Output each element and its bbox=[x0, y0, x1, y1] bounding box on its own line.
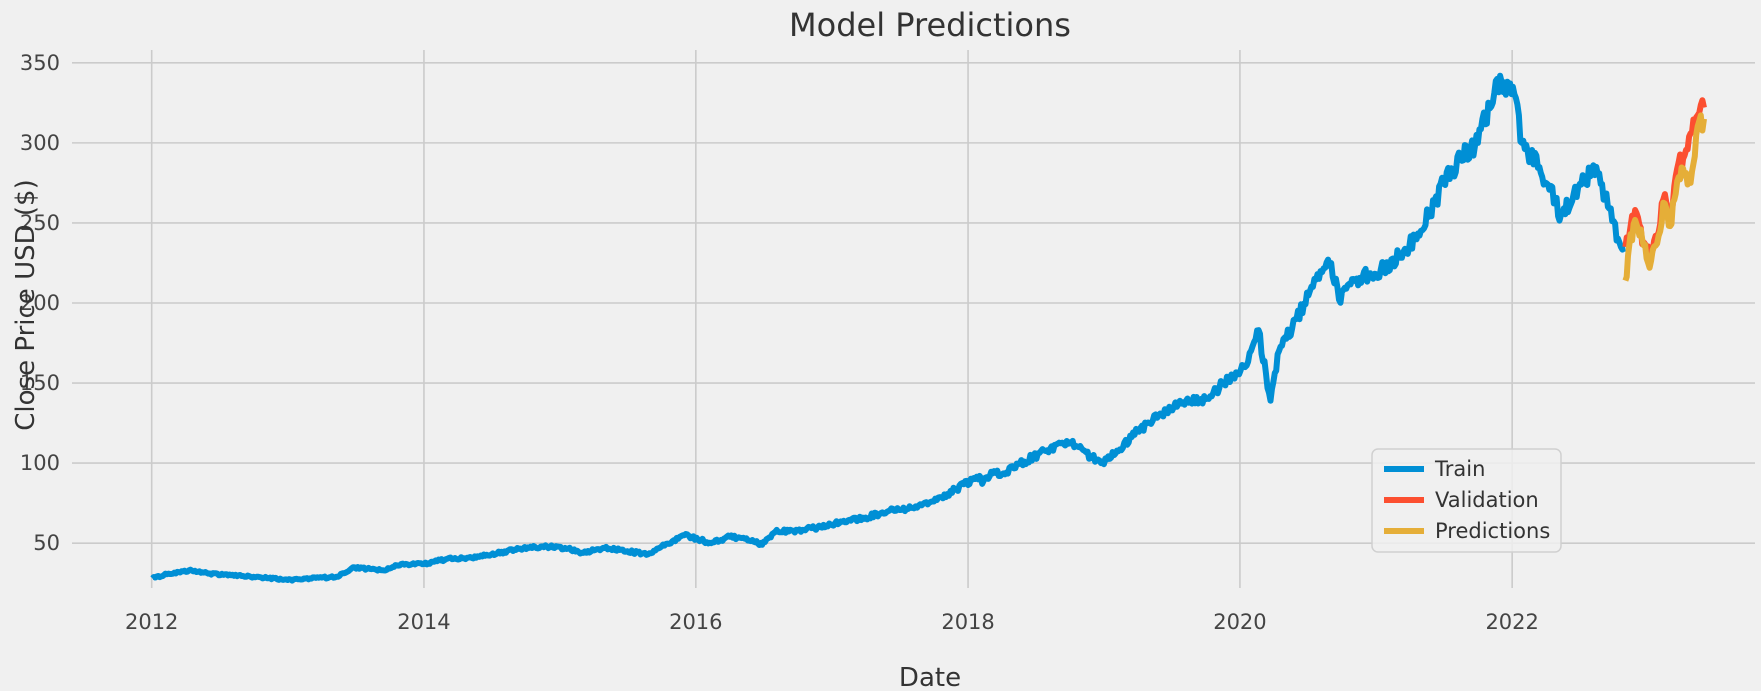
chart-title: Model Predictions bbox=[789, 6, 1071, 44]
legend-label: Predictions bbox=[1435, 519, 1550, 543]
y-tick-label: 100 bbox=[20, 451, 60, 475]
x-tick-label: 2016 bbox=[669, 610, 722, 634]
y-tick-label: 300 bbox=[20, 131, 60, 155]
series-line-train bbox=[150, 72, 1627, 584]
y-tick-label: 50 bbox=[33, 531, 60, 555]
y-tick-label: 200 bbox=[20, 291, 60, 315]
x-tick-label: 2014 bbox=[397, 610, 450, 634]
legend-label: Train bbox=[1434, 457, 1485, 481]
x-tick-label: 2018 bbox=[941, 610, 994, 634]
legend: Train Validation Predictions bbox=[1371, 448, 1562, 553]
grid bbox=[72, 50, 1755, 588]
y-axis-ticks: 50 100 150 200 250 300 350 bbox=[20, 51, 60, 555]
series-line-validation bbox=[1622, 97, 1707, 262]
y-axis-label: Close Price USD ($) bbox=[11, 179, 41, 430]
y-tick-label: 250 bbox=[20, 211, 60, 235]
x-tick-label: 2022 bbox=[1485, 610, 1538, 634]
x-axis-label: Date bbox=[899, 663, 961, 691]
y-tick-label: 350 bbox=[20, 51, 60, 75]
legend-label: Validation bbox=[1435, 488, 1539, 512]
x-axis-ticks: 2012 2014 2016 2018 2020 2022 bbox=[125, 610, 1539, 634]
series-layer bbox=[150, 72, 1707, 584]
x-tick-label: 2020 bbox=[1213, 610, 1266, 634]
legend-box bbox=[1371, 448, 1562, 553]
y-tick-label: 150 bbox=[20, 371, 60, 395]
x-tick-label: 2012 bbox=[125, 610, 178, 634]
series-line-predictions bbox=[1622, 112, 1707, 282]
